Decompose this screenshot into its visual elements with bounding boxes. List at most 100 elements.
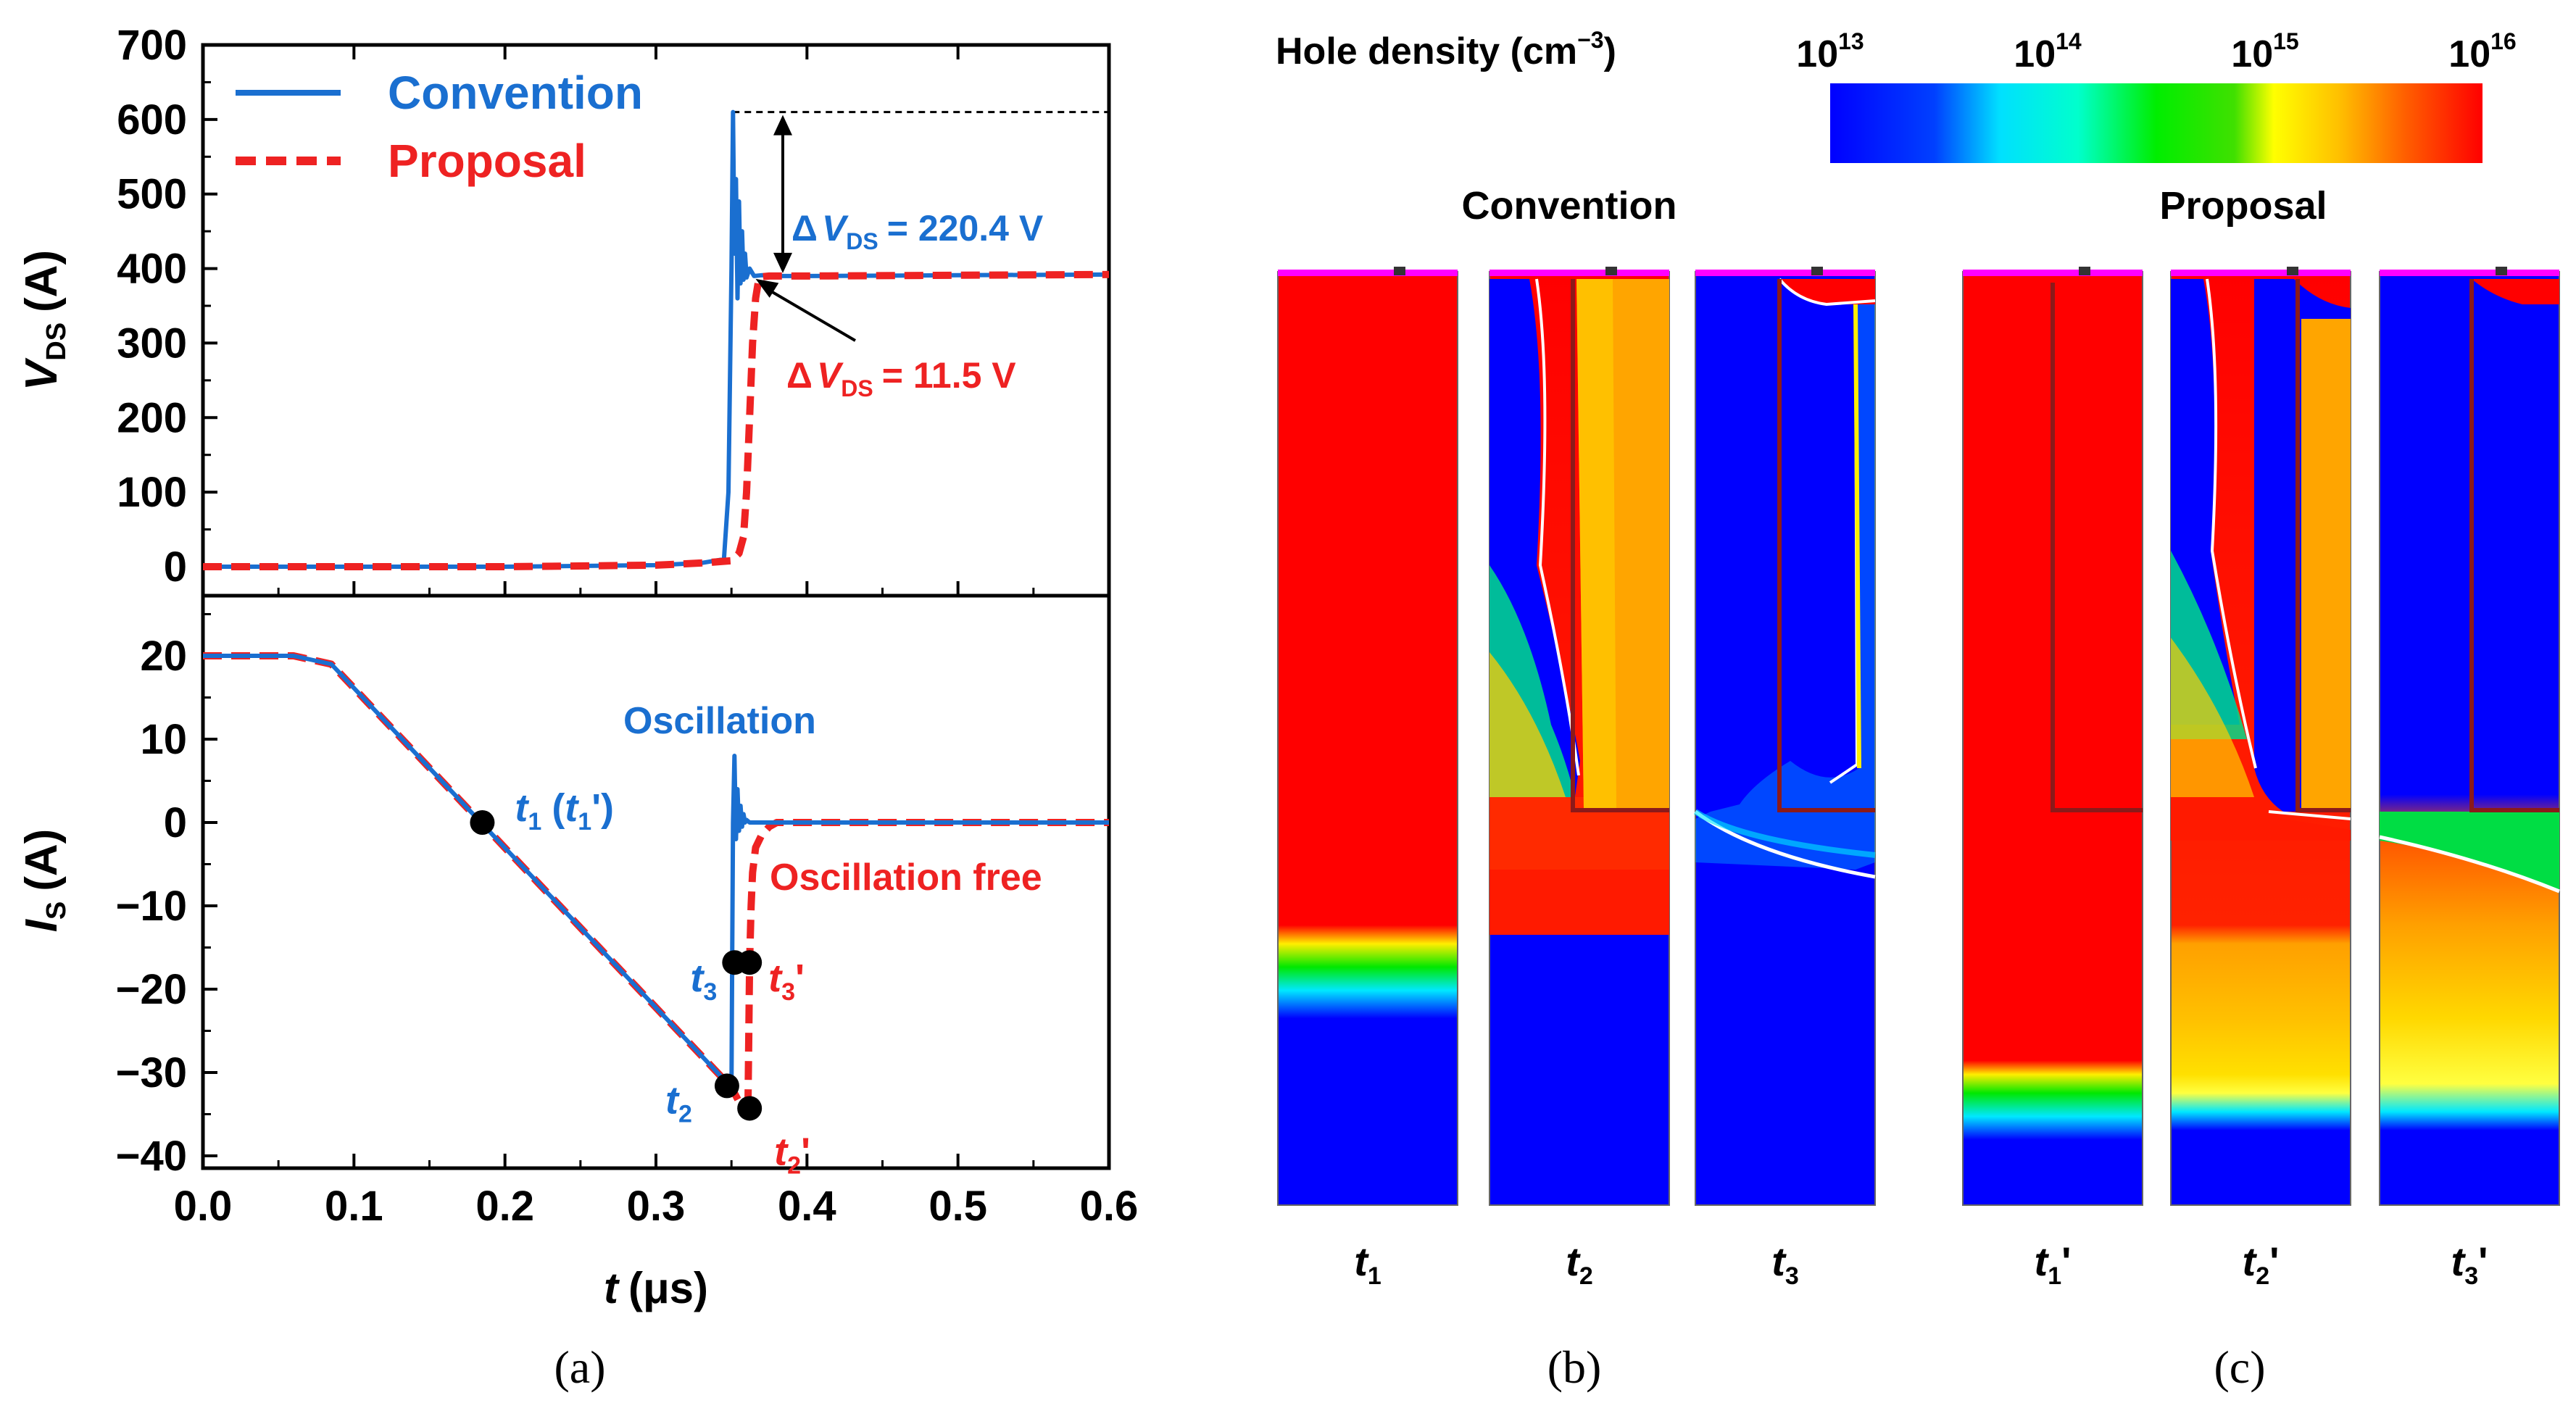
time-marker-label: t2 — [665, 1078, 692, 1128]
map-label-t3: t3 — [1771, 1238, 1799, 1290]
time-marker — [737, 950, 763, 975]
is-series — [203, 652, 1109, 1109]
colorbar-ticks: 1013 1014 1015 1016 — [1796, 28, 2516, 75]
delta-vds-proposal-arrow — [755, 278, 857, 342]
vds-y-axis-label: VDS(A) — [17, 250, 72, 391]
is-y-tick-label: 10 — [140, 716, 187, 763]
delta-vds-arrow-head-down — [773, 252, 792, 273]
vds-y-tick-label: 400 — [117, 246, 187, 293]
vds-y-tick-label: 300 — [117, 320, 187, 367]
time-marker-label: t3 — [690, 957, 717, 1006]
panel-label-a: (a) — [554, 1341, 605, 1393]
legend: Convention Proposal — [236, 67, 643, 187]
vds-y-tick-label: 200 — [117, 394, 187, 441]
vds-y-tick-label: 500 — [117, 171, 187, 218]
colorbar-tick-label: 1013 — [1796, 28, 1864, 75]
is-x-tick-label: 0.3 — [627, 1183, 686, 1230]
delta-vds-arrow — [773, 114, 792, 273]
map-label-t1p: t1' — [2035, 1238, 2072, 1290]
time-marker — [470, 810, 495, 835]
time-marker-label: t2' — [774, 1130, 810, 1179]
legend-convention-label: Convention — [388, 67, 643, 119]
colorbar-tick-label: 1014 — [2014, 28, 2082, 75]
group-title-convention: Convention — [1462, 184, 1677, 228]
is-y-tick-label: 20 — [140, 633, 187, 680]
vds-series — [203, 109, 1110, 570]
map-label-t3p: t3' — [2451, 1238, 2488, 1290]
is-y-axis-label: IS(A) — [17, 829, 72, 933]
map-contacts — [1278, 267, 2559, 276]
map-t3p — [2379, 271, 2560, 1206]
oscillation-label: Oscillation — [623, 700, 816, 742]
vds-y-tick-label: 100 — [117, 469, 187, 516]
map-t1 — [1277, 271, 1458, 1206]
vds-x-ticks — [201, 45, 1110, 596]
time-marker — [737, 1096, 763, 1121]
group-title-proposal: Proposal — [2159, 184, 2327, 228]
x-axis-label: t (μs) — [604, 1264, 708, 1312]
legend-proposal-label: Proposal — [388, 135, 586, 187]
map-contact-strip — [1963, 270, 2143, 276]
map-t1p — [1962, 271, 2143, 1206]
map-contact-pad — [1811, 267, 1823, 275]
map-label-t1: t1 — [1354, 1238, 1382, 1290]
vds-plot-frame — [201, 43, 1111, 598]
map-contact-pad — [2496, 267, 2507, 275]
is-y-tick-label: −20 — [116, 966, 187, 1013]
delta-vds-proposal-arrow-shaft — [766, 288, 857, 342]
map-contact-strip — [1695, 270, 1875, 276]
hole-density-maps: t1 t2 t3 t1' t2' t3' — [1277, 267, 2560, 1290]
delta-vds-proposal-label: Δ VDS = 11.5 V — [786, 355, 1016, 401]
map-t2p — [2170, 271, 2351, 1206]
map-label-t2p: t2' — [2243, 1238, 2280, 1290]
vds-plot: 0 100 200 300 400 500 600 700 Convention Propos… — [17, 22, 1111, 598]
map-contact-pad — [1394, 267, 1405, 275]
map-label-t2: t2 — [1566, 1238, 1593, 1290]
is-x-ticks: 0.0 0.1 0.2 0.3 0.4 0.5 0.6 — [174, 588, 1139, 1230]
map-contact-strip — [2380, 270, 2559, 276]
panel-label-b: (b) — [1547, 1341, 1602, 1393]
map-labels: t1 t2 t3 t1' t2' t3' — [1354, 1238, 2488, 1290]
colorbar-tick-label: 1015 — [2231, 28, 2298, 75]
panel-label-c: (c) — [2214, 1341, 2265, 1393]
is-x-tick-label: 0.1 — [325, 1183, 383, 1230]
map-contact-pad — [1605, 267, 1617, 275]
is-series-convention — [203, 654, 1109, 1090]
is-y-tick-label: −30 — [116, 1049, 187, 1096]
vds-y-tick-label: 700 — [117, 22, 187, 69]
colorbar-title: Hole density (cm−3) — [1276, 27, 1616, 72]
vds-y-ticks: 0 100 200 300 400 500 600 700 — [117, 22, 217, 591]
vds-series-convention — [203, 109, 1110, 569]
is-y-tick-label: −10 — [116, 883, 187, 930]
delta-vds-convention-label: Δ VDS = 220.4 V — [792, 208, 1044, 254]
is-x-tick-label: 0.5 — [928, 1183, 987, 1230]
map-contact-pad — [2287, 267, 2298, 275]
delta-vds-proposal-arrow-head — [755, 278, 779, 298]
map-t3 — [1693, 271, 1876, 1206]
time-marker-label: t1 (t1') — [515, 786, 614, 836]
map-contact-pad — [2079, 267, 2090, 275]
is-y-ticks: 20 10 0 −10 −20 −30 −40 — [116, 613, 217, 1180]
map-t2 — [1489, 271, 1670, 1206]
colorbar-tick-label: 1016 — [2448, 28, 2516, 75]
is-y-tick-label: 0 — [164, 799, 187, 846]
time-marker-label: t3' — [768, 957, 805, 1006]
oscillation-free-label: Oscillation free — [770, 857, 1042, 899]
map-contact-strip — [1278, 270, 1458, 276]
time-marker — [714, 1073, 739, 1099]
vds-series-proposal — [203, 270, 1110, 570]
is-x-tick-label: 0.0 — [174, 1183, 233, 1230]
colorbar: Hole density (cm−3) 1013 1014 1015 1016 — [1276, 27, 2517, 163]
is-x-tick-label: 0.2 — [475, 1183, 534, 1230]
delta-vds-arrow-head-up — [773, 114, 792, 136]
is-y-tick-label: −40 — [116, 1133, 187, 1180]
is-x-tick-label: 0.4 — [778, 1183, 836, 1230]
map-contact-strip — [1489, 270, 1669, 276]
vds-y-tick-label: 0 — [164, 544, 187, 591]
is-x-tick-label: 0.6 — [1080, 1183, 1139, 1230]
is-markers: t1 (t1') t2 t2' t3 t3' — [470, 786, 810, 1179]
colorbar-gradient — [1830, 83, 2482, 163]
vds-y-tick-label: 600 — [117, 96, 187, 143]
